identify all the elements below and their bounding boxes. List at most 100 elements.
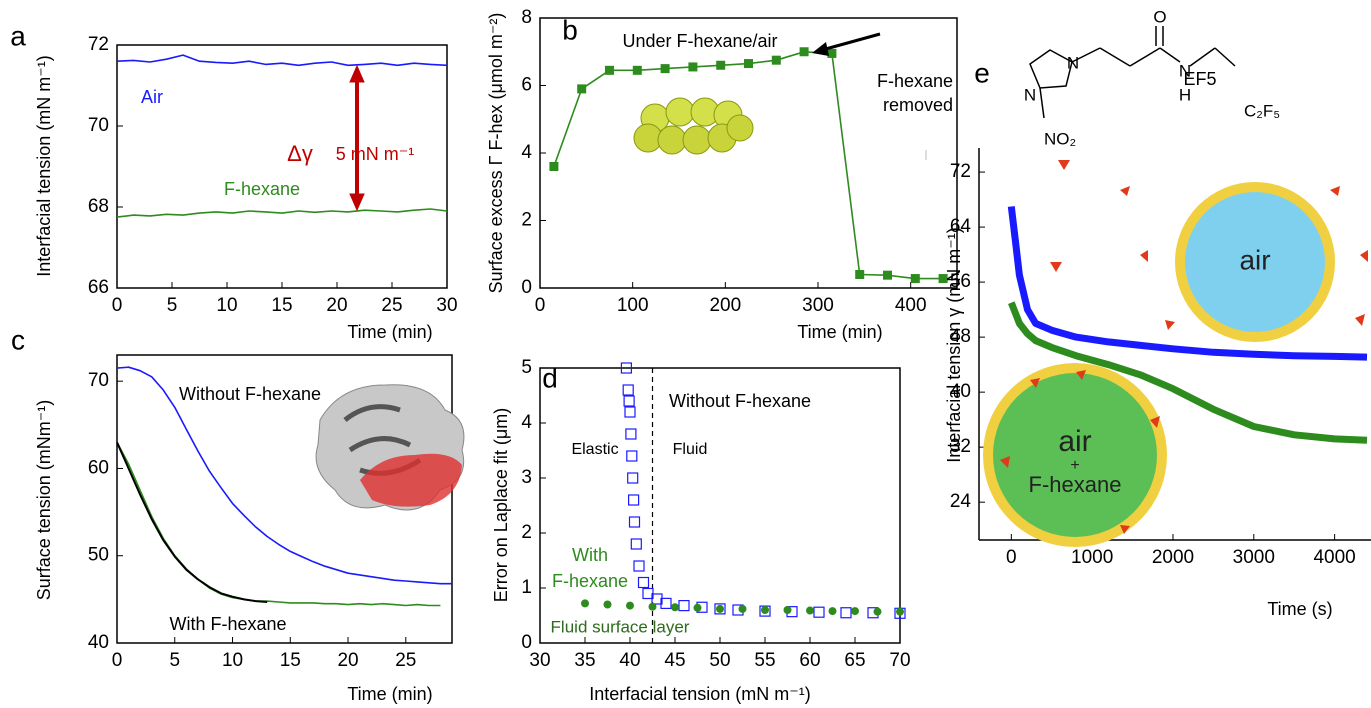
data-marker (549, 162, 559, 171)
series-line (1008, 301, 1368, 444)
series-line (1007, 206, 1368, 361)
structure-label: O (1153, 7, 1166, 26)
x-tick-label: 30 (529, 650, 550, 671)
y-tick-label: 8 (521, 7, 532, 28)
panel-label: a (10, 20, 26, 51)
annotation: Without F-hexane (669, 391, 811, 411)
x-tick-label: 1000 (1071, 547, 1113, 568)
data-marker (771, 55, 781, 65)
annotation: Elastic (571, 441, 618, 458)
fluorocarbon-model (633, 97, 754, 155)
y-tick-label: 1 (521, 577, 532, 598)
annotation: + (1070, 457, 1079, 474)
y-axis-label: Interfacial tension γ (mN m⁻¹) (944, 227, 964, 463)
data-point (896, 607, 904, 616)
data-marker (744, 59, 753, 69)
y-tick-label: 48 (950, 326, 971, 347)
x-tick-label: 55 (754, 650, 775, 671)
data-point (813, 606, 825, 618)
data-point (693, 603, 702, 612)
plot-frame (116, 354, 453, 644)
panel-label: b (562, 14, 578, 45)
y-tick-label: 68 (88, 196, 109, 217)
y-tick-label: 0 (521, 632, 532, 653)
data-point (738, 604, 747, 613)
x-tick-label: 15 (271, 295, 292, 316)
x-axis-label: Time (min) (347, 684, 432, 704)
data-point (625, 428, 637, 440)
y-tick-label: 5 (521, 357, 532, 378)
x-tick-label: 3000 (1233, 547, 1275, 568)
protein-model (315, 384, 465, 511)
x-tick-label: 400 (895, 295, 927, 316)
x-tick-label: 100 (617, 295, 649, 316)
y-tick-label: 2 (521, 210, 532, 231)
y-tick-label: 66 (88, 277, 109, 298)
data-point (648, 602, 657, 611)
y-axis-label: Interfacial tension (mN m⁻¹) (34, 55, 54, 277)
data-marker (632, 65, 642, 75)
data-point (624, 406, 636, 418)
y-axis-label: Surface tension (mNm⁻¹) (34, 400, 54, 601)
structure-label: N (1024, 85, 1036, 104)
series-label: Without F-hexane (179, 384, 321, 404)
x-tick-label: 40 (619, 650, 640, 671)
y-axis-label: Error on Laplace fit (μm) (491, 408, 511, 602)
y-tick-label: 4 (521, 142, 532, 163)
y-tick-label: 6 (521, 75, 532, 96)
x-tick-label: 4000 (1313, 547, 1355, 568)
annotation: F-hexane (552, 571, 628, 591)
data-point (840, 607, 852, 619)
data-point (660, 597, 672, 610)
series-line (116, 441, 268, 603)
x-tick-label: 10 (222, 650, 243, 671)
y-tick-label: 4 (521, 412, 532, 433)
arrow (812, 32, 881, 56)
chemical-structure (1029, 26, 1236, 119)
x-tick-label: 0 (112, 295, 123, 316)
y-tick-label: 72 (88, 34, 109, 55)
plot-frame (116, 44, 448, 289)
data-point (716, 604, 724, 613)
panel-label: c (11, 324, 25, 355)
annotation: Fluid (673, 441, 708, 458)
y-tick-label: 2 (521, 522, 532, 543)
annotation: Δγ (287, 141, 313, 166)
data-point (626, 450, 638, 462)
annotation: F-hexane (877, 71, 953, 91)
y-tick-label: 24 (950, 491, 972, 512)
data-point (623, 395, 635, 407)
data-marker (827, 48, 837, 58)
data-point (628, 516, 641, 528)
y-tick-label: 40 (950, 381, 971, 402)
data-marker (605, 65, 614, 75)
data-point (761, 606, 769, 614)
structure-label: N (1179, 61, 1191, 80)
annotation: 5 mN m⁻¹ (336, 144, 415, 164)
x-tick-label: 60 (799, 650, 820, 671)
structure-label: C₂F₅ (1244, 101, 1280, 120)
bubble-air-fhexane (983, 363, 1167, 547)
data-point (783, 606, 792, 614)
y-tick-label: 50 (88, 545, 109, 566)
panel-label: e (974, 57, 990, 88)
x-tick-label: 0 (112, 650, 123, 671)
y-tick-label: 56 (950, 271, 971, 292)
annotation: air (1058, 425, 1091, 458)
x-tick-label: 300 (802, 295, 834, 316)
data-point (806, 606, 814, 615)
data-point (678, 599, 690, 612)
y-axis-label: Surface excess Γ F-hex (μmol m⁻²) (486, 13, 506, 294)
x-tick-label: 50 (709, 650, 730, 671)
bubble-air (1175, 182, 1335, 342)
x-axis-label: Time (min) (797, 322, 882, 342)
data-marker (716, 60, 726, 70)
data-marker (855, 270, 865, 279)
panel-label: d (542, 362, 558, 393)
annotation: Under F-hexane/air (622, 31, 777, 51)
data-point (671, 603, 679, 612)
annotation: air (1239, 244, 1270, 275)
x-axis-label: Time (min) (347, 322, 432, 342)
ef5-molecules (1050, 160, 1368, 330)
